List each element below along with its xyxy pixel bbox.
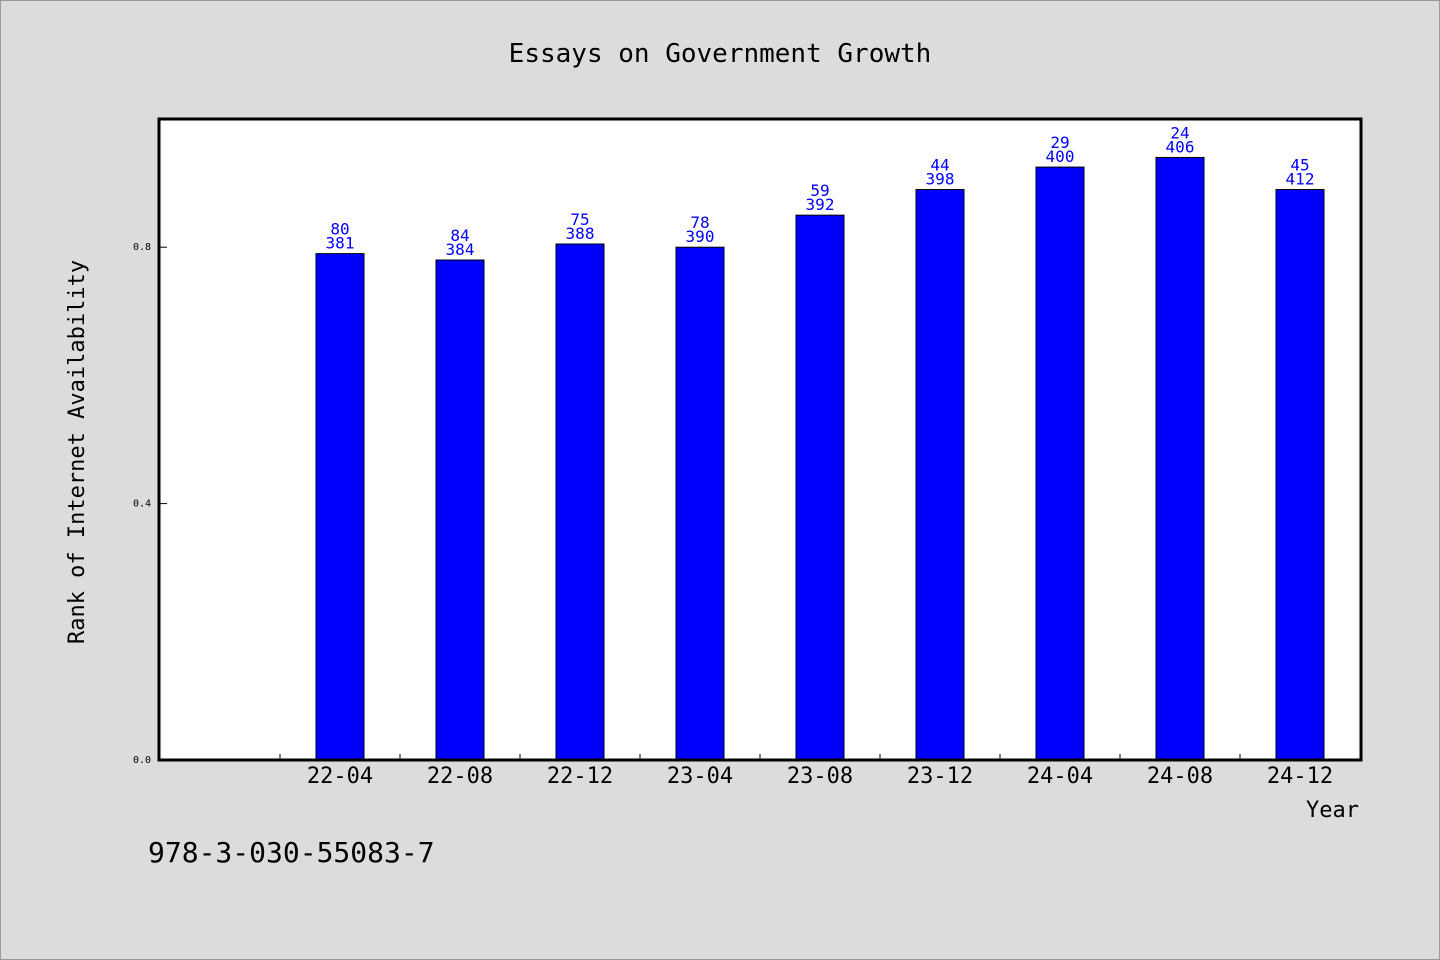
data-label-top: 84 [450,226,469,245]
y-tick-label: 0.0 [133,755,151,766]
data-label-top: 45 [1290,156,1309,175]
data-label-top: 78 [690,213,709,232]
data-label-top: 24 [1170,123,1189,142]
y-axis-label: Rank of Internet Availability [65,260,90,644]
data-label-bottom: 390 [686,227,715,246]
bar-23-08 [795,214,845,761]
data-label-bottom: 406 [1166,137,1195,156]
bar-22-04 [315,253,365,761]
isbn-text: 978-3-030-55083-7 [148,836,435,869]
y-tick-label: 0.4 [133,499,151,510]
bar-22-12 [555,243,605,761]
data-label-bottom: 388 [566,224,595,243]
chart-title: Essays on Government Growth [509,39,932,69]
plot-border [157,117,1363,762]
bars-group [315,156,1325,761]
x-axis-ticks: 22-04 22-08 22-12 23-04 23-08 23-12 24-04 24-08… [279,754,1361,789]
x-tick-label: 23-12 [907,764,973,789]
bar-23-12 [915,189,965,761]
data-label-bottom: 412 [1286,170,1315,189]
bar-22-08 [435,259,485,761]
bar-24-12 [1275,189,1325,761]
x-tick-label: 23-08 [787,764,853,789]
bar-24-08 [1155,156,1205,761]
x-tick-label: 24-04 [1027,764,1093,789]
bar-24-04 [1035,166,1085,761]
x-axis-label: Year [1306,798,1359,823]
data-label-bottom: 398 [926,170,955,189]
x-tick-label: 22-04 [307,764,373,789]
data-label-top: 80 [330,220,349,239]
data-label-top: 44 [930,156,949,175]
y-tick-label: 0.8 [133,242,151,253]
data-label-bottom: 392 [806,195,835,214]
bar-23-04 [675,246,725,761]
data-label-bottom: 381 [326,234,355,253]
data-label-bottom: 384 [446,240,475,259]
x-tick-label: 22-08 [427,764,493,789]
x-tick-label: 23-04 [667,764,733,789]
data-label-top: 59 [810,181,829,200]
x-tick-label: 22-12 [547,764,613,789]
data-label-top: 29 [1050,133,1069,152]
x-tick-label: 24-08 [1147,764,1213,789]
data-label-bottom: 400 [1046,147,1075,166]
data-label-top: 75 [570,210,589,229]
x-tick-label: 24-12 [1267,764,1333,789]
